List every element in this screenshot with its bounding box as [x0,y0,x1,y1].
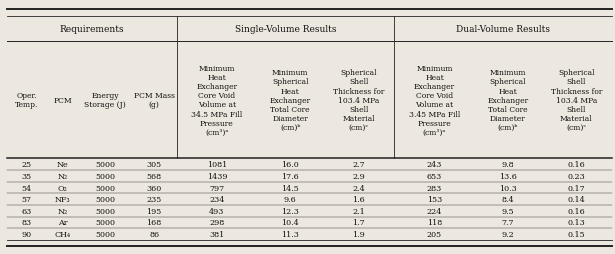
Text: 0.16: 0.16 [568,161,585,169]
Text: 9.8: 9.8 [501,161,514,169]
Text: PCM: PCM [53,96,72,104]
Text: 5000: 5000 [95,172,116,180]
Text: 1.7: 1.7 [352,219,365,227]
Text: Minimum
Heat
Exchanger
Core Void
Volume at
3.45 MPa Fill
Pressure
(cm³)ᵃ: Minimum Heat Exchanger Core Void Volume … [409,64,460,136]
Text: 493: 493 [209,207,224,215]
Text: 5000: 5000 [95,219,116,227]
Text: Oper.
Temp.: Oper. Temp. [15,92,38,109]
Text: 153: 153 [427,195,442,203]
Text: 9.2: 9.2 [501,230,514,238]
Text: 305: 305 [146,161,162,169]
Text: 25: 25 [22,161,31,169]
Text: 12.3: 12.3 [281,207,299,215]
Text: 54: 54 [22,184,31,192]
Text: CH₄: CH₄ [54,230,71,238]
Text: Spherical
Shell
Thickness for
103.4 MPa
Shell
Material
(cm)ᶜ: Spherical Shell Thickness for 103.4 MPa … [550,69,602,132]
Text: 14.5: 14.5 [281,184,299,192]
Text: 5000: 5000 [95,207,116,215]
Text: 9.5: 9.5 [501,207,514,215]
Text: Ar: Ar [58,219,67,227]
Text: 0.16: 0.16 [568,207,585,215]
Text: 0.14: 0.14 [568,195,585,203]
Text: 11.3: 11.3 [281,230,299,238]
Text: 86: 86 [149,230,159,238]
Text: 0.13: 0.13 [568,219,585,227]
Text: Energy
Storage (J): Energy Storage (J) [84,92,126,109]
Text: Single-Volume Results: Single-Volume Results [235,25,336,34]
Text: 205: 205 [427,230,442,238]
Text: 5000: 5000 [95,184,116,192]
Text: 13.6: 13.6 [499,172,517,180]
Text: 360: 360 [146,184,162,192]
Text: 0.17: 0.17 [568,184,585,192]
Text: 1.9: 1.9 [352,230,365,238]
Text: Minimum
Heat
Exchanger
Core Void
Volume at
34.5 MPa Fill
Pressure
(cm³)ᵃ: Minimum Heat Exchanger Core Void Volume … [191,64,242,136]
Text: 224: 224 [427,207,442,215]
Text: 57: 57 [22,195,31,203]
Text: 2.9: 2.9 [352,172,365,180]
Text: 298: 298 [209,219,224,227]
Text: 234: 234 [209,195,224,203]
Text: 2.7: 2.7 [352,161,365,169]
Text: N₂: N₂ [57,172,68,180]
Text: 2.4: 2.4 [352,184,365,192]
Text: 17.6: 17.6 [281,172,299,180]
Text: 0.15: 0.15 [568,230,585,238]
Text: Requirements: Requirements [60,25,124,34]
Text: Dual-Volume Results: Dual-Volume Results [456,25,550,34]
Text: 1439: 1439 [207,172,227,180]
Text: 5000: 5000 [95,195,116,203]
Text: 1.6: 1.6 [352,195,365,203]
Text: 63: 63 [22,207,32,215]
Text: 653: 653 [427,172,442,180]
Text: 10.4: 10.4 [281,219,299,227]
Text: 35: 35 [22,172,31,180]
Text: 381: 381 [209,230,224,238]
Text: 7.7: 7.7 [501,219,514,227]
Text: 0.23: 0.23 [568,172,585,180]
Text: 168: 168 [146,219,162,227]
Text: NF₃: NF₃ [55,195,70,203]
Text: 8.4: 8.4 [501,195,514,203]
Text: 118: 118 [427,219,442,227]
Text: 243: 243 [427,161,442,169]
Text: 235: 235 [146,195,162,203]
Text: 16.0: 16.0 [281,161,299,169]
Text: 5000: 5000 [95,230,116,238]
Text: O₂: O₂ [58,184,68,192]
Text: Minimum
Spherical
Heat
Exchanger
Total Core
Diameter
(cm)ᵇ: Minimum Spherical Heat Exchanger Total C… [269,69,311,132]
Text: N₂: N₂ [57,207,68,215]
Text: Ne: Ne [57,161,68,169]
Text: PCM Mass
(g): PCM Mass (g) [133,92,175,109]
Text: 283: 283 [427,184,442,192]
Text: 90: 90 [22,230,31,238]
Text: Minimum
Spherical
Heat
Exchanger
Total Core
Diameter
(cm)ᵇ: Minimum Spherical Heat Exchanger Total C… [487,69,528,132]
Text: 797: 797 [209,184,224,192]
Text: 2.1: 2.1 [352,207,365,215]
Text: 195: 195 [146,207,162,215]
Text: 83: 83 [22,219,31,227]
Text: Spherical
Shell
Thickness for
103.4 MPa
Shell
Material
(cm)ᶜ: Spherical Shell Thickness for 103.4 MPa … [333,69,384,132]
Text: 1081: 1081 [207,161,227,169]
Text: 9.6: 9.6 [284,195,296,203]
Text: 568: 568 [146,172,162,180]
Text: 10.3: 10.3 [499,184,517,192]
Text: 5000: 5000 [95,161,116,169]
